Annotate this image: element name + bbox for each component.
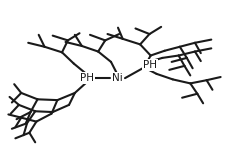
Text: Ni: Ni — [112, 73, 123, 83]
Text: PH: PH — [143, 60, 157, 70]
Text: PH: PH — [80, 73, 94, 83]
